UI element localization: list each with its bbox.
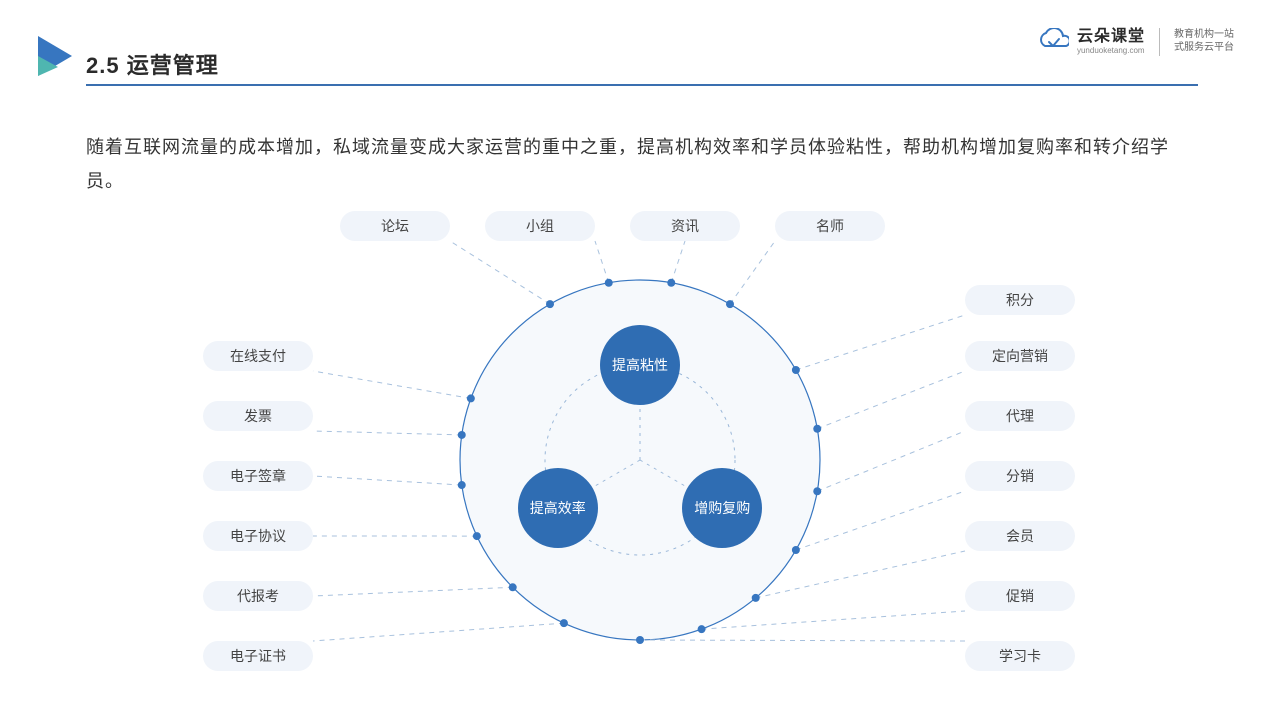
intro-paragraph: 随着互联网流量的成本增加，私域流量变成大家运营的重中之重，提高机构效率和学员体验…	[86, 130, 1198, 198]
section-name: 运营管理	[127, 53, 219, 78]
p-target: 定向营销	[965, 341, 1075, 371]
brand-logo: 云朵课堂 yunduoketang.com 教育机构一站 式服务云平台	[1035, 28, 1234, 56]
logo-text-en: yunduoketang.com	[1077, 46, 1145, 55]
p-teacher: 名师	[775, 211, 885, 241]
p-points: 积分	[965, 285, 1075, 315]
hub-eff: 提高效率	[518, 468, 598, 548]
header-rule	[86, 84, 1198, 86]
p-news: 资讯	[630, 211, 740, 241]
p-card: 学习卡	[965, 641, 1075, 671]
cloud-icon	[1035, 28, 1069, 52]
p-cert: 电子证书	[203, 641, 313, 671]
header-play-icon	[34, 34, 78, 78]
p-contract: 电子协议	[203, 521, 313, 551]
p-invoice: 发票	[203, 401, 313, 431]
p-group: 小组	[485, 211, 595, 241]
hub-repurch: 增购复购	[682, 468, 762, 548]
p-dist: 分销	[965, 461, 1075, 491]
p-exam: 代报考	[203, 581, 313, 611]
p-forum: 论坛	[340, 211, 450, 241]
p-sign: 电子签章	[203, 461, 313, 491]
p-promo: 促销	[965, 581, 1075, 611]
logo-tagline-1: 教育机构一站	[1174, 28, 1234, 41]
p-member: 会员	[965, 521, 1075, 551]
section-title: 2.5 运营管理	[86, 48, 219, 80]
hub-sticky: 提高粘性	[600, 325, 680, 405]
section-number: 2.5	[86, 53, 120, 78]
p-agent: 代理	[965, 401, 1075, 431]
logo-tagline-2: 式服务云平台	[1174, 41, 1234, 54]
p-pay: 在线支付	[203, 341, 313, 371]
logo-text-cn: 云朵课堂	[1077, 28, 1145, 46]
